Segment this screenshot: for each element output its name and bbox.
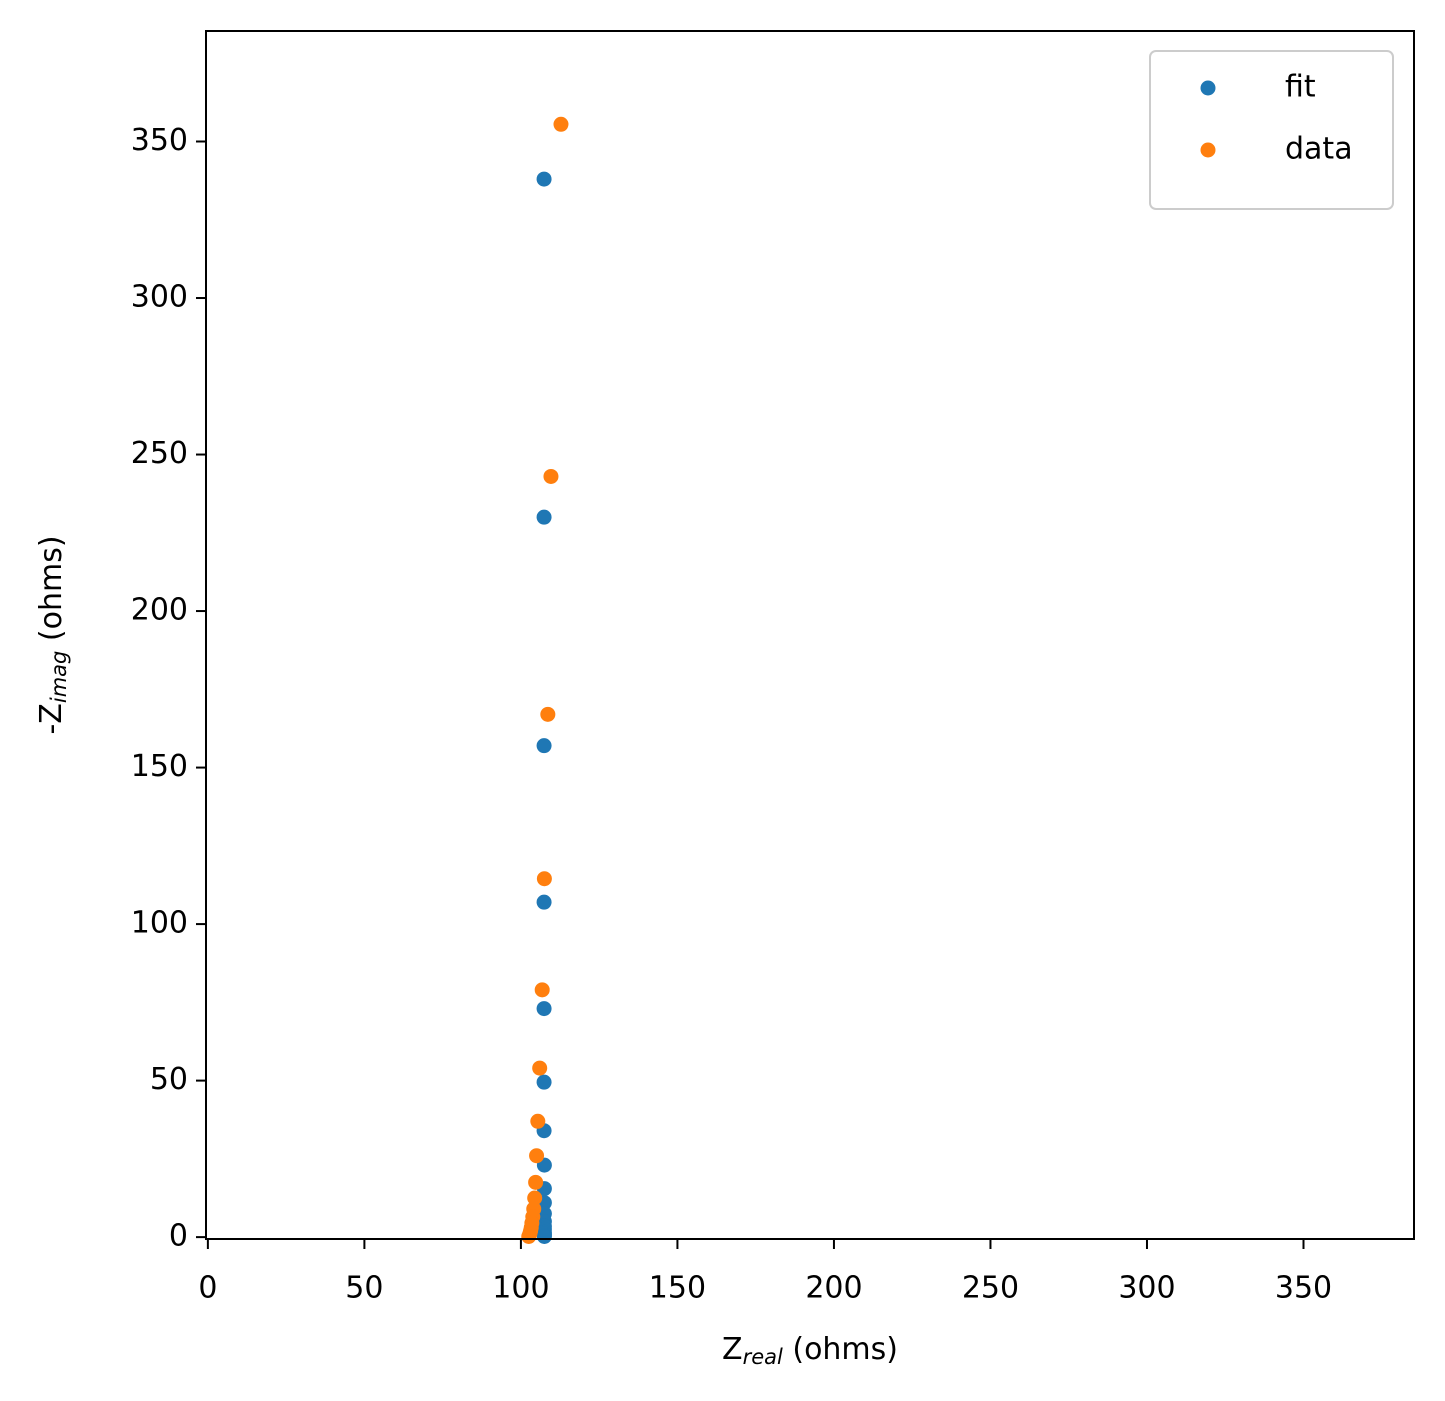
y-tick-label: 250 — [131, 436, 188, 471]
x-label-sub: real — [743, 1345, 783, 1369]
y-tick-label: 100 — [131, 906, 188, 941]
y-axis-label: -Zimag (ohms) — [34, 535, 72, 734]
y-tick-label: 0 — [169, 1219, 188, 1254]
point — [553, 116, 569, 132]
y-tick-label: 150 — [131, 749, 188, 784]
point — [536, 871, 552, 887]
legend-marker — [1200, 80, 1216, 96]
x-tick-label: 250 — [962, 1271, 1019, 1306]
point — [527, 1190, 543, 1206]
point — [528, 1174, 544, 1190]
y-tick-label: 50 — [150, 1062, 188, 1097]
x-tick-label: 200 — [805, 1271, 862, 1306]
point — [532, 1060, 548, 1076]
legend-marker — [1200, 142, 1216, 158]
x-tick-label: 100 — [492, 1271, 549, 1306]
x-tick-label: 350 — [1275, 1271, 1332, 1306]
point — [536, 171, 552, 187]
legend-label: data — [1285, 132, 1353, 167]
x-axis-label: Zreal (ohms) — [722, 1332, 898, 1370]
x-tick-label: 0 — [198, 1271, 217, 1306]
y-label-main: -Z — [34, 703, 69, 734]
legend: fit data — [1149, 50, 1394, 210]
point — [529, 1148, 545, 1164]
y-label-sub: imag — [47, 651, 71, 704]
point — [536, 1001, 552, 1017]
x-tick-label: 150 — [649, 1271, 706, 1306]
plot-frame — [205, 30, 1415, 1240]
y-tick-label: 300 — [131, 280, 188, 315]
x-label-suffix: (ohms) — [783, 1332, 898, 1367]
point — [536, 509, 552, 525]
x-tick-label: 50 — [345, 1271, 383, 1306]
point — [536, 1228, 552, 1244]
point — [536, 738, 552, 754]
point — [536, 1074, 552, 1090]
point — [543, 468, 559, 484]
y-label-suffix: (ohms) — [34, 535, 69, 650]
point — [536, 894, 552, 910]
point — [530, 1113, 546, 1129]
y-tick-label: 350 — [131, 123, 188, 158]
legend-label: fit — [1285, 70, 1316, 105]
x-tick-label: 300 — [1118, 1271, 1175, 1306]
point — [534, 982, 550, 998]
point — [521, 1228, 537, 1244]
x-label-main: Z — [722, 1332, 743, 1367]
y-tick-label: 200 — [131, 593, 188, 628]
point — [540, 706, 556, 722]
legend-box — [1149, 50, 1394, 210]
